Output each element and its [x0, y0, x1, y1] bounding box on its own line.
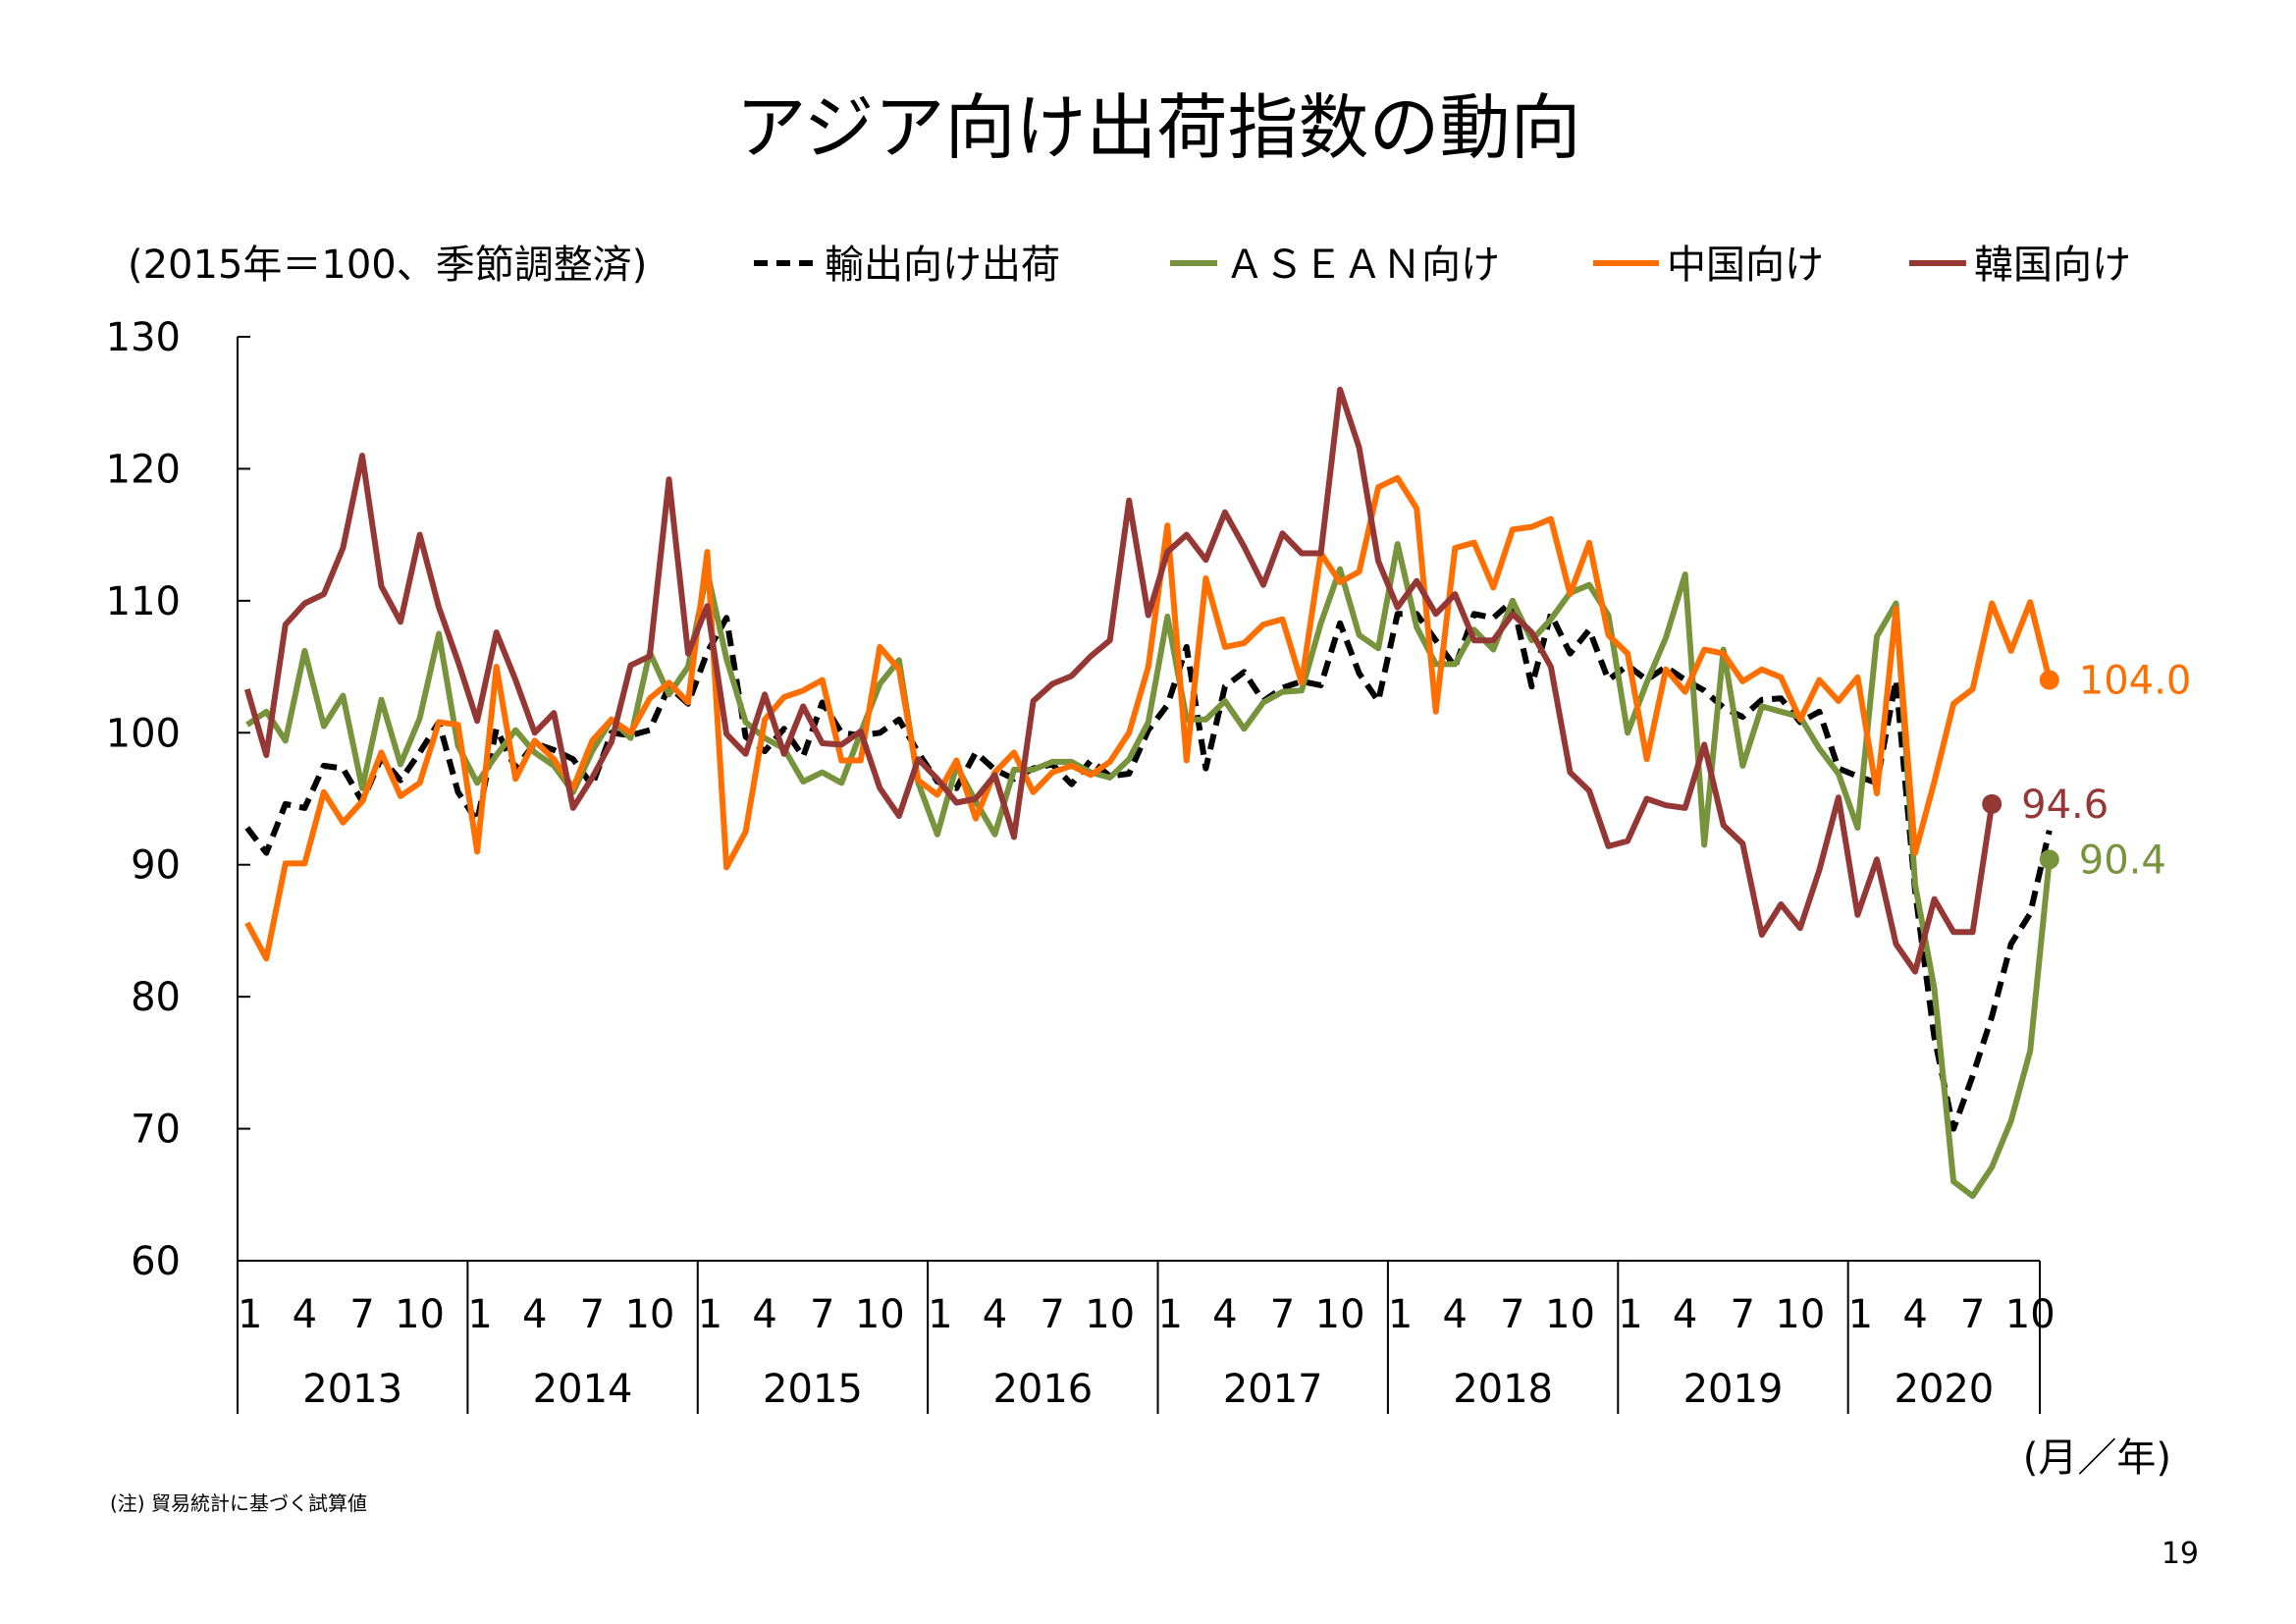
- x-month-tick-label: 4: [293, 1292, 317, 1337]
- x-month-tick-label: 1: [928, 1292, 952, 1337]
- x-axis-unit-label: (月／年): [2023, 1435, 2171, 1481]
- y-axis: 60 70 80 90 100 110 120 130: [106, 315, 250, 1284]
- x-month-tick-label: 4: [1673, 1292, 1697, 1337]
- x-month-tick-label: 4: [1902, 1292, 1927, 1337]
- x-month-tick-label: 4: [1443, 1292, 1468, 1337]
- page-number: 19: [2162, 1537, 2199, 1571]
- y-tick-label: 110: [106, 579, 181, 624]
- series-line-0: [244, 597, 2053, 1132]
- series-line-2: [244, 474, 2053, 962]
- x-year-label: 2013: [302, 1367, 402, 1412]
- x-month-tick-label: 1: [1158, 1292, 1183, 1337]
- x-month-tick-label: 10: [1315, 1292, 1365, 1337]
- x-month-tick-label: 4: [1212, 1292, 1237, 1337]
- x-year-label: 2017: [1223, 1367, 1323, 1412]
- x-month-tick-label: 7: [810, 1292, 834, 1337]
- end-value-label: 90.4: [2079, 838, 2166, 883]
- x-month-tick-label: 10: [2005, 1292, 2056, 1337]
- x-month-tick-label: 4: [983, 1292, 1007, 1337]
- x-month-tick-label: 1: [1618, 1292, 1642, 1337]
- x-month-tick-label: 7: [349, 1292, 374, 1337]
- x-month-tick-label: 10: [1775, 1292, 1825, 1337]
- unit-label: (2015年＝100、季節調整済): [128, 243, 647, 288]
- plot-series: [243, 386, 2053, 1200]
- y-tick-label: 120: [106, 447, 181, 492]
- series-line-1: [245, 541, 2053, 1200]
- x-month-tick-label: 7: [1960, 1292, 1985, 1337]
- x-month-tick-label: 7: [1270, 1292, 1295, 1337]
- x-month-tick-label: 4: [522, 1292, 547, 1337]
- x-month-tick-label: 10: [855, 1292, 905, 1337]
- end-value-label: 104.0: [2079, 659, 2192, 704]
- y-tick-label: 100: [106, 711, 181, 756]
- x-month-tick-label: 1: [698, 1292, 722, 1337]
- legend-label-korea: 韓国向け: [1974, 243, 2131, 288]
- x-month-tick-label: 10: [395, 1292, 445, 1337]
- x-month-tick-label: 10: [1085, 1292, 1135, 1337]
- x-year-label: 2019: [1683, 1367, 1784, 1412]
- x-month-tick-label: 10: [624, 1292, 674, 1337]
- x-month-tick-label: 7: [1500, 1292, 1524, 1337]
- chart-title: アジア向け出荷指数の動向: [735, 86, 1580, 169]
- y-tick-label: 90: [131, 843, 181, 889]
- x-month-tick-label: 1: [467, 1292, 492, 1337]
- x-year-label: 2020: [1894, 1367, 1994, 1412]
- x-month-tick-label: 1: [1388, 1292, 1413, 1337]
- y-tick-label: 60: [131, 1239, 181, 1284]
- x-year-label: 2015: [763, 1367, 863, 1412]
- legend-label-export: 輸出向け出荷: [825, 243, 1060, 288]
- end-marker: [2039, 849, 2059, 870]
- x-month-tick-label: 1: [1848, 1292, 1873, 1337]
- y-tick-label: 70: [131, 1108, 181, 1153]
- legend-label-asean: ＡＳＥＡＮ向け: [1225, 243, 1500, 288]
- x-month-tick-label: 1: [238, 1292, 262, 1337]
- end-labels: 104.0 94.6 90.4: [1982, 659, 2192, 883]
- x-year-label: 2018: [1453, 1367, 1553, 1412]
- x-month-tick-label: 7: [1731, 1292, 1755, 1337]
- legend-label-china: 中国向け: [1667, 243, 1824, 288]
- x-month-tick-label: 7: [580, 1292, 605, 1337]
- series-line-3: [243, 386, 1996, 975]
- end-marker: [1982, 793, 2002, 814]
- x-year-label: 2014: [533, 1367, 633, 1412]
- footnote: (注) 貿易統計に基づく試算値: [110, 1491, 367, 1515]
- legend: 輸出向け出荷 ＡＳＥＡＮ向け 中国向け 韓国向け: [754, 243, 2131, 288]
- x-month-tick-label: 10: [1545, 1292, 1595, 1337]
- x-year-label: 2016: [992, 1367, 1093, 1412]
- y-tick-label: 130: [106, 315, 181, 360]
- end-value-label: 94.6: [2021, 783, 2109, 828]
- y-tick-label: 80: [131, 975, 181, 1020]
- x-month-tick-label: 4: [752, 1292, 776, 1337]
- end-marker: [2039, 670, 2059, 690]
- x-month-tick-label: 7: [1040, 1292, 1064, 1337]
